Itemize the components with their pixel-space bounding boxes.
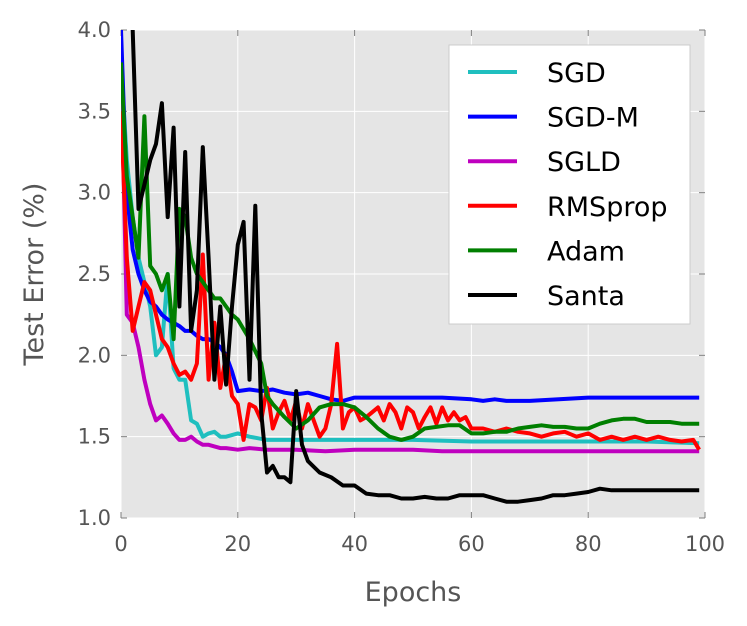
x-axis: 0 20 40 60 80 100 [114, 30, 725, 556]
legend-label: Adam [547, 236, 625, 267]
x-tick-label: 40 [341, 532, 368, 556]
x-tick-label: 100 [685, 532, 725, 556]
y-tick-label: 2.5 [78, 262, 111, 286]
y-tick-label: 2.0 [78, 343, 111, 367]
legend-frame [448, 44, 691, 325]
series-line-adam [121, 62, 700, 442]
y-tick-label: 4.0 [78, 18, 111, 42]
series-layer [121, 30, 701, 504]
series-line-sgd [121, 62, 700, 446]
y-tick-label: 3.0 [78, 181, 111, 205]
x-tick-label: 60 [458, 532, 485, 556]
plot-clip [121, 30, 701, 504]
x-tick-label: 0 [114, 532, 127, 556]
legend-label: Santa [547, 281, 625, 312]
y-tick-label: 1.5 [78, 425, 111, 449]
x-tick-label: 80 [575, 532, 602, 556]
legend-label: SGD [547, 58, 606, 89]
series-line-sgld [121, 62, 700, 454]
series-line-sgd-m [121, 30, 700, 403]
series-line-santa [130, 30, 700, 504]
legend-label: SGD-M [547, 103, 639, 134]
y-tick-label: 1.0 [78, 506, 111, 530]
legend-label: SGLD [547, 147, 621, 178]
legend-label: RMSprop [547, 192, 668, 223]
y-axis: 1.0 1.5 2.0 2.5 3.0 3.5 4.0 [78, 18, 705, 530]
y-axis-label: Test Error (%) [19, 183, 50, 367]
x-tick-label: 20 [224, 532, 251, 556]
y-tick-label: 3.5 [78, 99, 111, 123]
legend: SGD SGD-M SGLD RMSprop Adam Santa [448, 44, 691, 325]
x-axis-label: Epochs [365, 577, 462, 608]
